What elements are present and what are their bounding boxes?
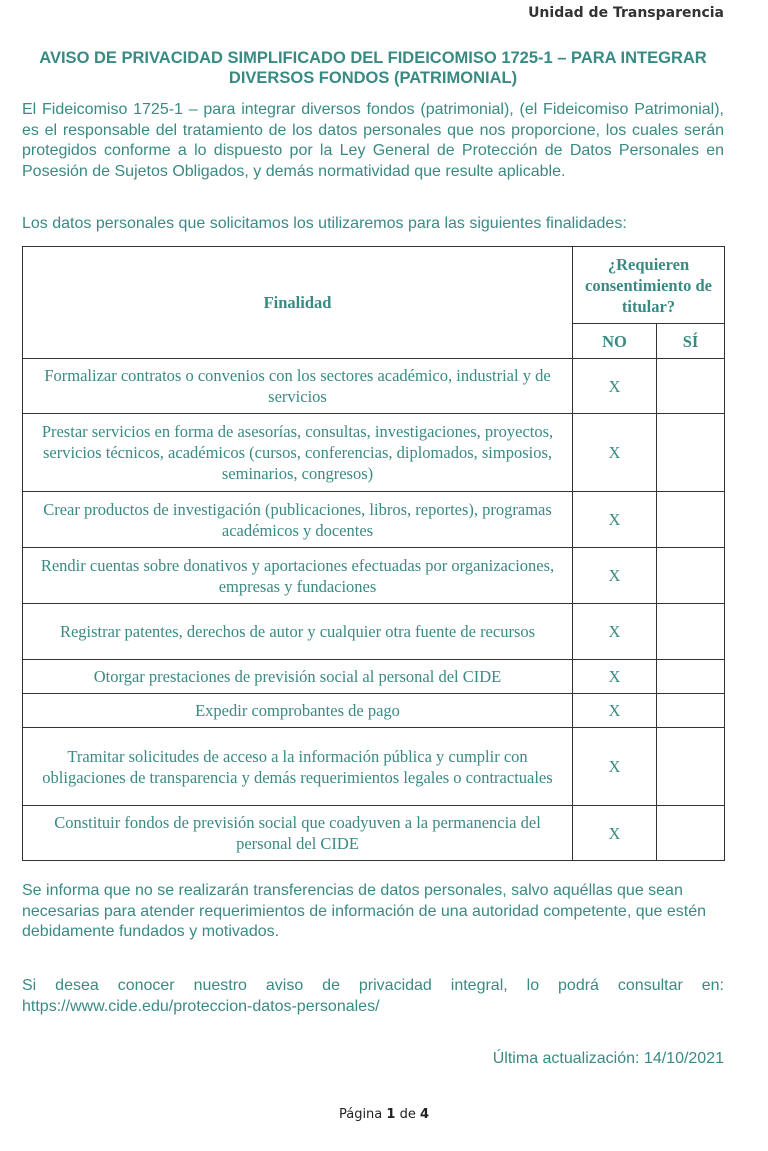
last-updated: Última actualización: 14/10/2021 — [492, 1050, 724, 1067]
purpose-cell: Constituir fondos de previsión social qu… — [22, 805, 573, 861]
integral-paragraph: Si desea conocer nuestro aviso de privac… — [22, 977, 724, 1015]
table-row: Formalizar contratos o convenios con los… — [22, 358, 725, 414]
purpose-cell: Tramitar solicitudes de acceso a la info… — [22, 727, 573, 806]
si-cell — [656, 358, 725, 414]
purpose-cell: Crear productos de investigación (public… — [22, 491, 573, 548]
table-row: Registrar patentes, derechos de autor y … — [22, 603, 725, 660]
si-cell — [656, 727, 725, 806]
no-cell: X — [572, 358, 657, 414]
intro-paragraph: El Fideicomiso 1725-1 – para integrar di… — [22, 101, 724, 180]
si-cell — [656, 659, 725, 694]
purpose-cell: Registrar patentes, derechos de autor y … — [22, 603, 573, 660]
purpose-cell: Formalizar contratos o convenios con los… — [22, 358, 573, 414]
si-cell — [656, 805, 725, 861]
no-cell: X — [572, 693, 657, 728]
page-footer: Página 1 de 4 — [0, 1107, 768, 1122]
transfer-paragraph: Se informa que no se realizarán transfer… — [22, 882, 706, 940]
purpose-cell: Prestar servicios en forma de asesorías,… — [22, 413, 573, 492]
purpose-cell: Expedir comprobantes de pago — [22, 693, 573, 728]
footer-mid: de — [395, 1107, 420, 1122]
no-cell: X — [572, 805, 657, 861]
si-cell — [656, 413, 725, 492]
si-header: SÍ — [656, 323, 725, 359]
current-page: 1 — [386, 1107, 396, 1122]
si-cell — [656, 491, 725, 548]
finalidad-header: Finalidad — [22, 246, 573, 359]
table-row: Constituir fondos de previsión social qu… — [22, 805, 725, 861]
no-header: NO — [572, 323, 657, 359]
no-cell: X — [572, 603, 657, 660]
table-row: Otorgar prestaciones de previsión social… — [22, 659, 725, 694]
no-cell: X — [572, 413, 657, 492]
si-cell — [656, 693, 725, 728]
no-cell: X — [572, 491, 657, 548]
purposes-table: Finalidad ¿Requieren consentimiento de t… — [22, 246, 725, 861]
table-row: Crear productos de investigación (public… — [22, 491, 725, 548]
purpose-cell: Otorgar prestaciones de previsión social… — [22, 659, 573, 694]
purpose-cell: Rendir cuentas sobre donativos y aportac… — [22, 547, 573, 604]
no-cell: X — [572, 547, 657, 604]
table-row: Tramitar solicitudes de acceso a la info… — [22, 727, 725, 806]
no-cell: X — [572, 727, 657, 806]
total-pages: 4 — [419, 1107, 430, 1122]
footer-prefix: Página — [338, 1107, 387, 1122]
consent-header: ¿Requieren consentimiento de titular? — [572, 246, 725, 324]
no-cell: X — [572, 659, 657, 694]
document-title: AVISO DE PRIVACIDAD SIMPLIFICADO DEL FID… — [39, 49, 707, 87]
table-row: Expedir comprobantes de pago X — [22, 693, 725, 728]
table-row: Rendir cuentas sobre donativos y aportac… — [22, 547, 725, 604]
page-header: Unidad de Transparencia — [528, 5, 724, 21]
si-cell — [656, 603, 725, 660]
lead-paragraph: Los datos personales que solicitamos los… — [22, 215, 627, 232]
si-cell — [656, 547, 725, 604]
table-row: Prestar servicios en forma de asesorías,… — [22, 413, 725, 492]
